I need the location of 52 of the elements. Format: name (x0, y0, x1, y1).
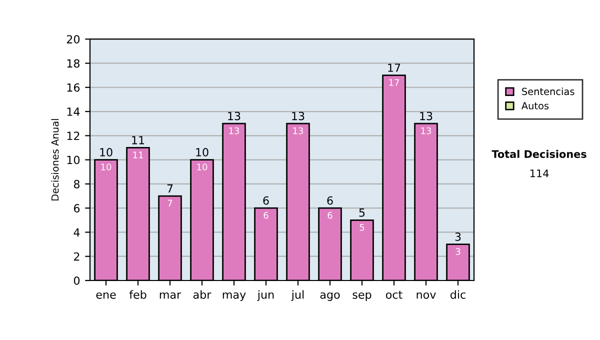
data-label: 3 (456, 248, 460, 255)
y-tick-label: 4 (74, 228, 80, 236)
x-tick-label: oct (386, 290, 402, 299)
y-tick-label: 10 (67, 156, 80, 164)
x-tick-label: nov (416, 292, 436, 299)
total-label: 13 (420, 112, 432, 120)
y-tick-label: 12 (67, 132, 80, 140)
legend-label: Sentencias (522, 88, 574, 96)
y-tick-label: 0 (74, 276, 80, 285)
y-tick-label: 16 (67, 83, 80, 92)
x-tick-label: ago (320, 292, 340, 301)
total-label: 11 (132, 136, 144, 144)
x-tick-label: dic (450, 290, 466, 299)
total-label: 3 (455, 232, 461, 241)
x-tick-label: mar (160, 292, 182, 299)
y-axis-title: Decisiones Anual (51, 119, 59, 200)
total-label: 6 (327, 196, 333, 205)
y-tick-label: 14 (67, 108, 80, 116)
data-label: 13 (229, 127, 240, 134)
total-label: 7 (167, 184, 173, 192)
text: 114 (530, 170, 549, 178)
total-label: 6 (263, 196, 269, 205)
text: Total Decisiones (492, 150, 586, 158)
data-label: 6 (328, 212, 332, 219)
y-tick-label: 18 (67, 59, 80, 68)
data-label: 6 (264, 212, 268, 219)
total-label: 13 (292, 112, 304, 120)
y-tick-label: 8 (74, 180, 80, 188)
data-label: 11 (133, 152, 143, 158)
x-tick-label: feb (129, 290, 146, 299)
x-tick-label: jul (291, 290, 304, 301)
total-label: 5 (359, 208, 365, 217)
data-label: 13 (421, 127, 432, 134)
data-label: 10 (101, 164, 112, 170)
y-tick-label: 6 (74, 204, 80, 212)
x-tick-label: abr (193, 290, 212, 299)
x-tick-label: ene (96, 292, 116, 299)
data-label: 13 (293, 127, 304, 134)
total-label: 13 (228, 112, 240, 120)
y-tick-label: 20 (66, 35, 80, 44)
data-label: 17 (389, 79, 399, 86)
legend-label: Autos (521, 102, 549, 110)
x-tick-label: jun (257, 290, 274, 301)
x-tick-label: may (222, 292, 246, 301)
total-label: 10 (196, 148, 208, 156)
x-tick-label: sep (352, 292, 372, 301)
total-label: 10 (100, 148, 112, 156)
y-tick-label: 2 (74, 252, 80, 261)
total-label: 17 (388, 64, 400, 72)
data-label: 5 (360, 224, 364, 231)
data-label: 7 (168, 200, 172, 206)
data-label: 10 (197, 164, 208, 170)
